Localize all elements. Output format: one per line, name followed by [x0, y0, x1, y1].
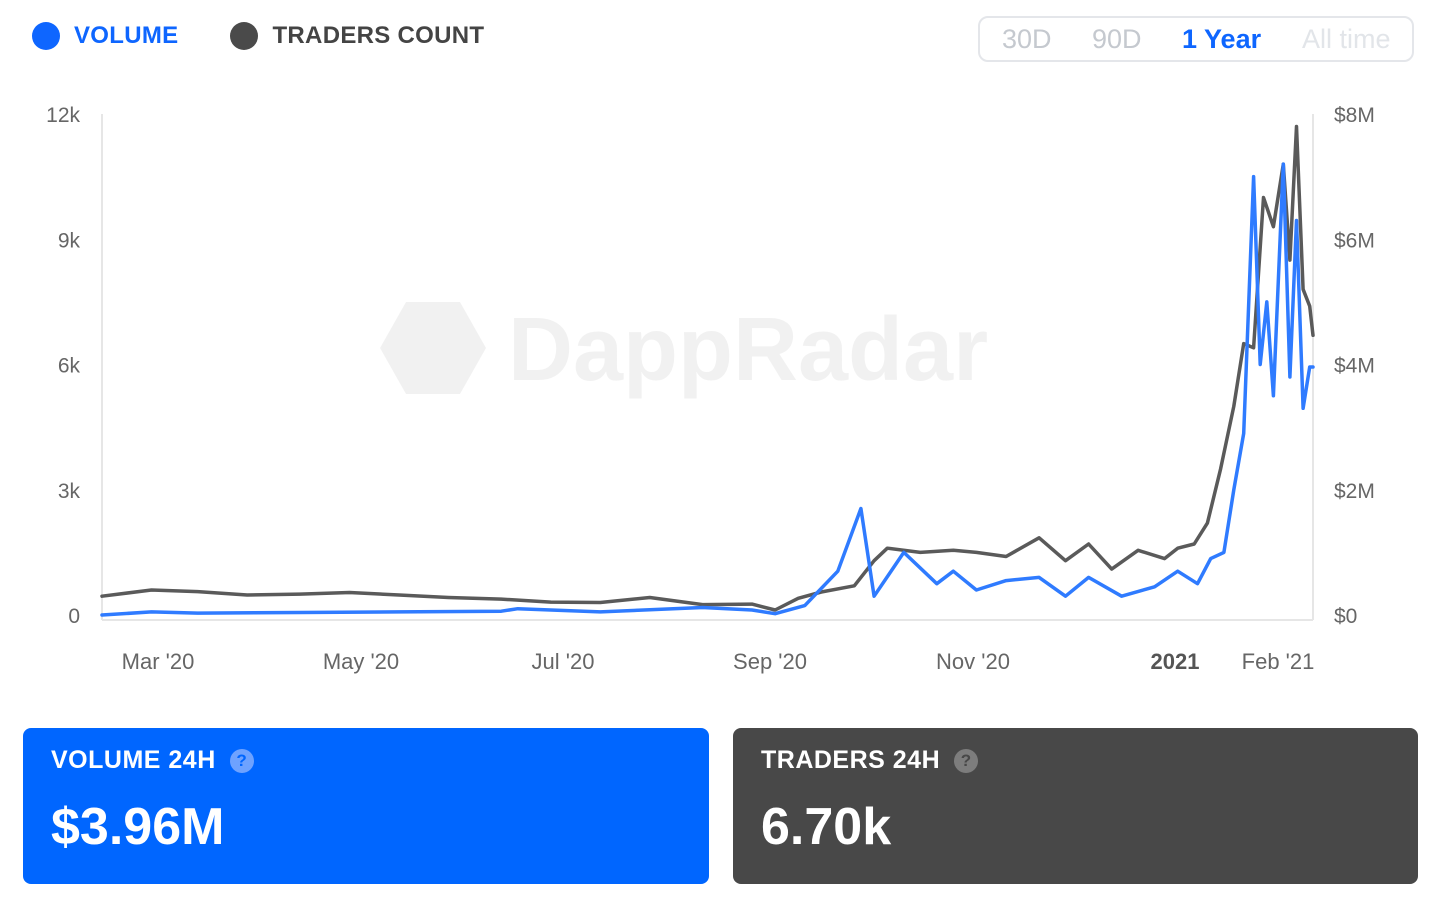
volume-24h-value: $3.96M [51, 798, 225, 856]
traders-24h-title: TRADERS 24H [761, 746, 941, 774]
left-tick-label: 12k [46, 104, 80, 127]
left-axis-ticks: 0 3k 6k 9k 12k [46, 104, 80, 628]
legend-item-traders[interactable]: TRADERS COUNT [230, 22, 484, 50]
x-tick-label: 2021 [1151, 649, 1200, 674]
x-tick-label: Sep '20 [733, 649, 807, 674]
x-tick-label: Nov '20 [936, 649, 1010, 674]
series-line-traders-count[interactable] [100, 124, 1315, 612]
range-option-all-time[interactable]: All time [1302, 24, 1391, 54]
watermark-text: DappRadar [508, 300, 988, 400]
traders-24h-value: 6.70k [761, 798, 892, 856]
legend-label-volume: VOLUME [74, 22, 179, 49]
range-option-1-year[interactable]: 1 Year [1182, 24, 1262, 54]
x-tick-label: Feb '21 [1242, 649, 1315, 674]
x-axis-ticks: Mar '20 May '20 Jul '20 Sep '20 Nov '20 2021 F… [122, 649, 1315, 674]
x-tick-label: Mar '20 [122, 649, 195, 674]
chart-legend: VOLUME TRADERS COUNT [32, 22, 484, 50]
volume-help-icon[interactable]: ? [229, 748, 254, 773]
range-option-30d[interactable]: 30D [1002, 24, 1052, 54]
right-axis-ticks: $0 $2M $4M $6M $8M [1334, 104, 1375, 628]
legend-label-traders: TRADERS COUNT [272, 22, 485, 49]
watermark: DappRadar [380, 300, 988, 400]
volume-24h-title: VOLUME 24H [51, 746, 216, 774]
x-tick-label: Jul '20 [532, 649, 595, 674]
volume-traders-chart: DappRadar 0 3k 6k 9k 12k $0 $2M $4M $6M $8M Mar … [46, 104, 1375, 674]
volume-dot-icon [32, 22, 60, 50]
traders-help-icon[interactable]: ? [954, 748, 979, 773]
right-tick-label: $2M [1334, 480, 1375, 503]
volume-24h-card: VOLUME 24H ? $3.96M [23, 728, 709, 884]
right-tick-label: $6M [1334, 229, 1375, 252]
left-tick-label: 3k [58, 480, 81, 503]
traders-24h-title-row: TRADERS 24H ? [761, 746, 1390, 775]
left-tick-label: 0 [68, 605, 80, 628]
legend-item-volume[interactable]: VOLUME [32, 22, 178, 50]
right-tick-label: $4M [1334, 355, 1375, 378]
series-layer [100, 124, 1315, 617]
x-tick-label: May '20 [323, 649, 399, 674]
volume-24h-title-row: VOLUME 24H ? [51, 746, 681, 775]
right-tick-label: $8M [1334, 104, 1375, 127]
left-tick-label: 6k [58, 355, 81, 378]
traders-dot-icon [230, 22, 259, 50]
range-option-90d[interactable]: 90D [1092, 24, 1142, 54]
traders-24h-card: TRADERS 24H ? 6.70k [733, 728, 1418, 884]
time-range-selector: 30D 90D 1 Year All time [978, 16, 1414, 62]
series-line-volume[interactable] [100, 162, 1315, 617]
dappradar-logo-icon [380, 302, 486, 394]
left-tick-label: 9k [58, 229, 81, 252]
right-tick-label: $0 [1334, 605, 1357, 628]
